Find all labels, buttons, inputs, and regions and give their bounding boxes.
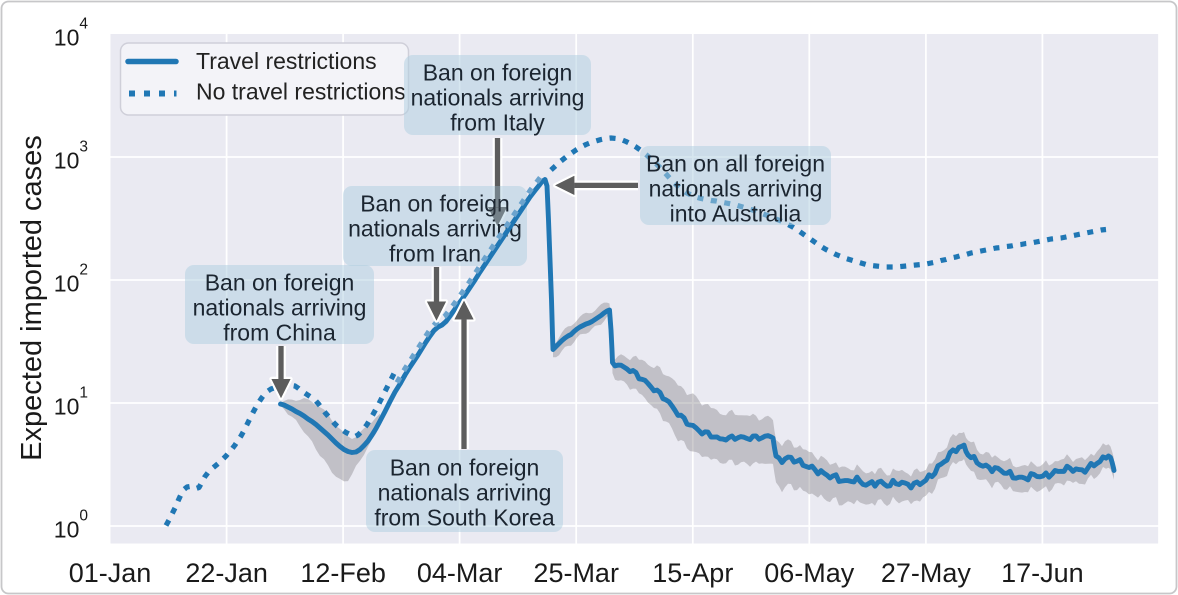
svg-text:nationals arriving: nationals arriving	[378, 479, 552, 505]
svg-text:Ban on foreign: Ban on foreign	[423, 59, 573, 85]
svg-text:Ban on all foreign: Ban on all foreign	[646, 150, 825, 176]
svg-text:12-Feb: 12-Feb	[300, 558, 386, 588]
svg-text:27-May: 27-May	[881, 558, 972, 588]
svg-text:17-Jun: 17-Jun	[1001, 558, 1084, 588]
svg-text:from Iran: from Iran	[389, 240, 481, 266]
svg-text:Ban on foreign: Ban on foreign	[205, 269, 355, 295]
svg-text:nationals arriving: nationals arriving	[411, 84, 585, 110]
svg-text:from China: from China	[223, 319, 336, 345]
svg-text:nationals arriving: nationals arriving	[649, 175, 823, 201]
svg-text:into Australia: into Australia	[670, 200, 802, 226]
svg-text:22-Jan: 22-Jan	[185, 558, 268, 588]
svg-text:04-Mar: 04-Mar	[417, 558, 503, 588]
svg-text:No travel restrictions: No travel restrictions	[196, 79, 406, 105]
svg-text:Travel restrictions: Travel restrictions	[196, 48, 377, 74]
svg-text:Expected imported cases: Expected imported cases	[16, 135, 48, 461]
svg-text:25-Mar: 25-Mar	[533, 558, 619, 588]
svg-text:01-Jan: 01-Jan	[69, 558, 152, 588]
svg-text:from South Korea: from South Korea	[374, 504, 554, 530]
svg-text:06-May: 06-May	[764, 558, 855, 588]
svg-text:from Italy: from Italy	[450, 109, 545, 135]
svg-text:nationals arriving: nationals arriving	[193, 294, 367, 320]
svg-text:Ban on foreign: Ban on foreign	[390, 454, 540, 480]
svg-text:Ban on foreign: Ban on foreign	[360, 190, 510, 216]
svg-text:15-Apr: 15-Apr	[652, 558, 733, 588]
svg-text:nationals arriving: nationals arriving	[348, 215, 522, 241]
